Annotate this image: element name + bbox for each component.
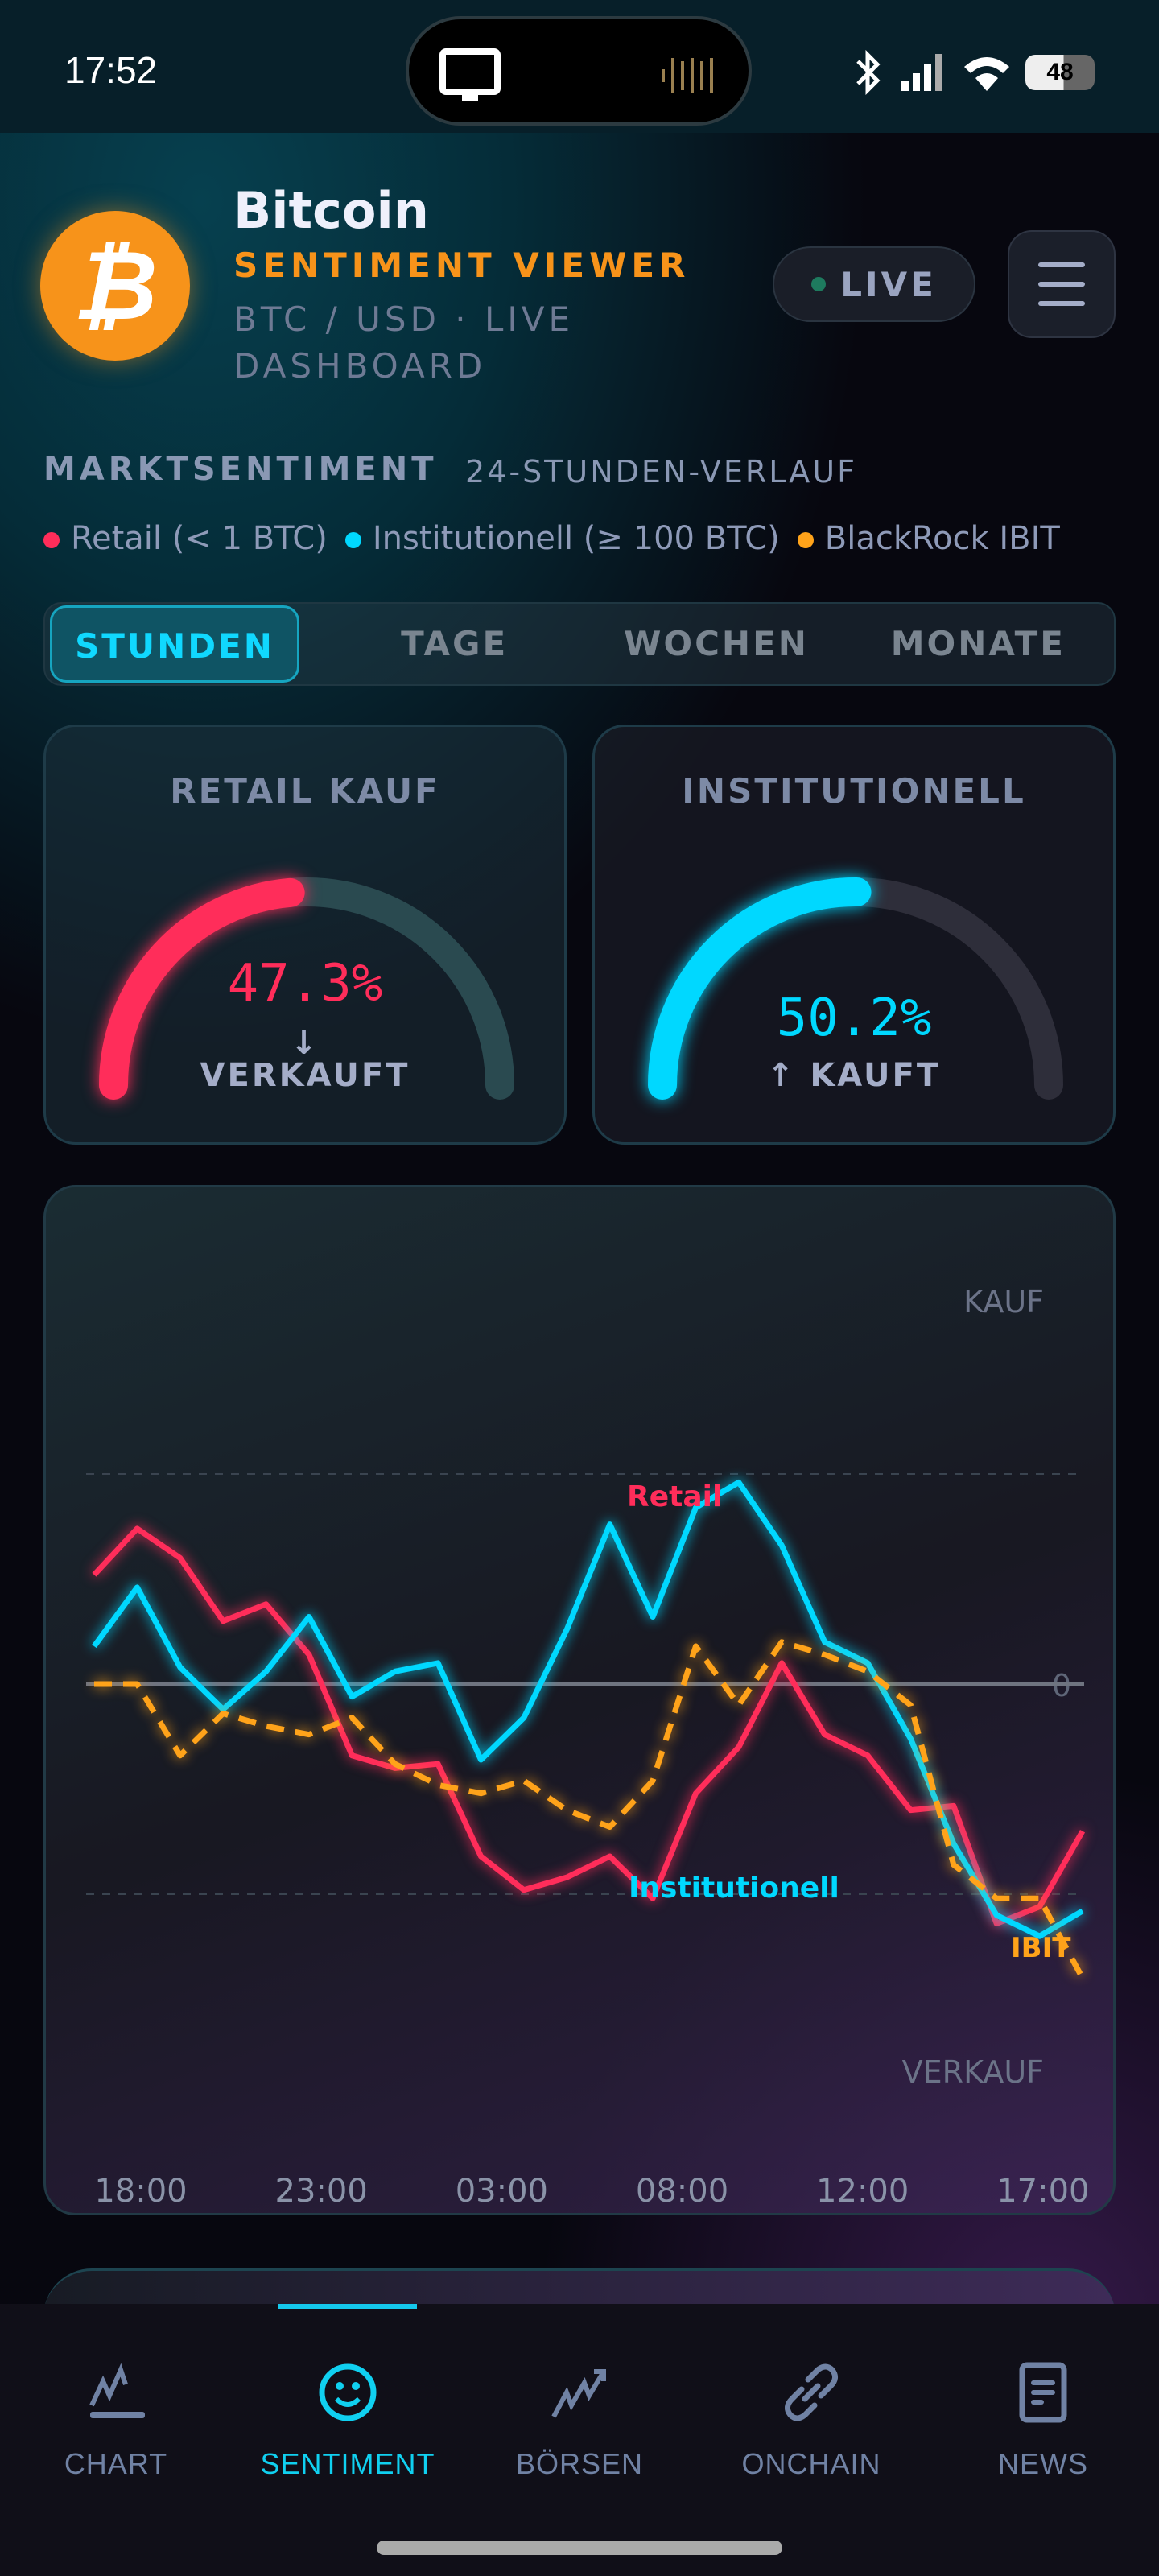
retail-gauge-card: RETAIL KAUF 47.3% ↓ VERKAUFT [43,724,567,1145]
wifi-icon [964,57,1009,91]
gauge-title: INSTITUTIONELL [682,771,1026,811]
gauge-value: 50.2% [776,989,932,1048]
tab-stunden[interactable]: STUNDEN [50,605,299,683]
retail-gauge [99,877,514,1100]
nav-sentiment[interactable]: SENTIMENT [232,2304,464,2576]
series-line-ibit [94,1639,1086,1980]
live-dot-icon [811,277,827,291]
legend-item-retail: Retail (< 1 BTC) [43,520,328,557]
smiley-icon [319,2363,377,2421]
tab-tage[interactable]: TAGE [401,624,509,663]
audio-wave-icon [662,58,713,93]
gauge-status: VERKAUFT [200,1057,410,1094]
system-icons: 48 [848,50,1095,95]
live-badge[interactable]: LIVE [773,246,975,322]
signal-icon [901,54,942,91]
x-tick-label: 18:00 [94,2173,187,2210]
series-label-ibit: IBIT [1011,1932,1071,1964]
tab-monate[interactable]: MONATE [890,624,1066,663]
legend-item-ibit: BlackRock IBIT [797,520,1060,557]
timeframe-tabs: STUNDEN TAGE WOCHEN MONATE [43,602,1116,686]
bitcoin-logo: ₿ [40,211,190,361]
home-indicator[interactable] [377,2541,782,2555]
institutionell-gauge-card: INSTITUTIONELL 50.2% ↑ KAUFT [592,724,1116,1145]
arrow-up-icon: ↑ [766,1057,797,1094]
x-tick-label: 12:00 [816,2173,909,2210]
series-line-retail [92,1525,1086,1927]
gauge-arrow-down-icon: ↓ [290,1025,320,1062]
nav-onchain[interactable]: ONCHAIN [695,2304,927,2576]
bluetooth-icon [856,50,881,95]
series-label-retail: Retail [627,1480,722,1513]
gauge-title: RETAIL KAUF [170,771,440,811]
link-icon [785,2363,838,2421]
chart-icon [89,2363,145,2418]
sentiment-chart-card: KAUF VERKAUF 0 18:0023:0003:0008:0012:00… [43,1185,1116,2215]
trend-up-icon [551,2369,606,2418]
gauge-value: 47.3% [227,954,383,1013]
gauge-fill [99,877,305,1100]
battery-indicator: 48 [1025,55,1095,90]
app-title: Bitcoin [233,181,429,240]
screen-cast-icon [439,48,501,101]
nav-chart[interactable]: CHART [0,2304,232,2576]
institutionell-gauge [648,877,1063,1100]
dynamic-island[interactable] [406,16,752,126]
nav-news[interactable]: NEWS [927,2304,1159,2576]
bottom-nav: CHART SENTIMENT BÖRSEN ONCHAIN NEWS [0,2304,1159,2576]
status-time: 17:52 [64,49,158,91]
y-top-label: KAUF [963,1284,1044,1319]
x-tick-label: 03:00 [456,2173,548,2210]
hamburger-icon [1038,262,1085,267]
y-bottom-label: VERKAUF [902,2054,1044,2090]
app-subtitle: SENTIMENT VIEWER [233,246,691,285]
news-icon [1019,2362,1067,2423]
legend: Retail (< 1 BTC) Institutionell (≥ 100 B… [43,520,1060,557]
section-title: MARKTSENTIMENT [43,451,438,488]
nav-boersen[interactable]: BÖRSEN [464,2304,695,2576]
x-tick-label: 08:00 [636,2173,728,2210]
sentiment-chart: KAUF VERKAUF 0 18:0023:0003:0008:0012:00… [86,1284,1090,2210]
menu-button[interactable] [1008,230,1116,338]
series-line-institutionell [92,1479,1084,1939]
gauge-status: ↑ KAUFT [766,1057,942,1094]
active-tab-indicator [278,2304,417,2309]
series-label-institutionell: Institutionell [629,1872,839,1905]
legend-item-institutionell: Institutionell (≥ 100 BTC) [344,520,780,557]
section-subtitle: 24-STUNDEN-VERLAUF [465,454,857,489]
live-label: LIVE [840,264,937,304]
x-tick-label: 23:00 [275,2173,368,2210]
pair-label: BTC / USD · LIVE DASHBOARD [233,299,575,386]
tab-wochen[interactable]: WOCHEN [624,624,809,663]
gauge-fill [648,877,872,1100]
x-tick-label: 17:00 [996,2173,1089,2210]
